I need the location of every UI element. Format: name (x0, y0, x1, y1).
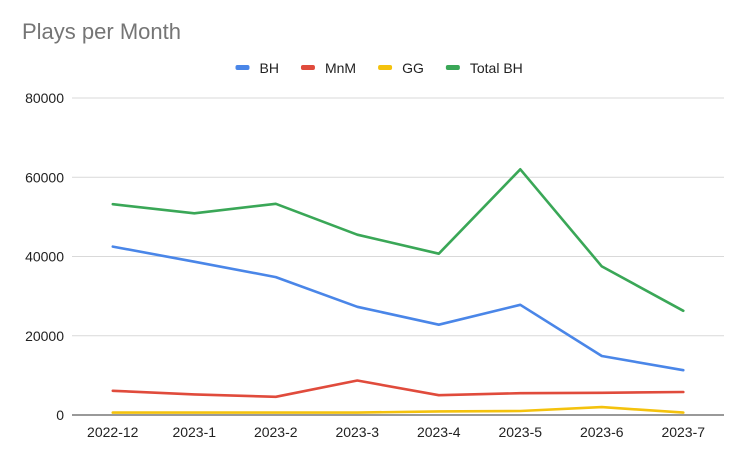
legend-swatch (300, 65, 315, 70)
x-tick-label: 2023-2 (254, 424, 298, 440)
legend-item[interactable]: MnM (300, 60, 356, 76)
y-tick-label: 60000 (25, 169, 64, 185)
y-tick-label: 20000 (25, 328, 64, 344)
legend-swatch (235, 65, 250, 70)
x-tick-label: 2023-5 (498, 424, 542, 440)
series-line-total-bh (111, 168, 685, 313)
legend-label: GG (402, 60, 424, 76)
legend: BH MnM GG Total BH (235, 60, 523, 76)
chart-title: Plays per Month (22, 19, 181, 44)
legend-swatch (378, 65, 393, 70)
legend-item[interactable]: Total BH (445, 60, 523, 76)
legend-label: MnM (325, 60, 356, 76)
y-tick-label: 0 (56, 407, 64, 423)
legend-item[interactable]: BH (235, 60, 279, 76)
x-tick-label: 2023-7 (661, 424, 705, 440)
series-line-gg (111, 405, 685, 414)
x-tick-label: 2023-1 (172, 424, 216, 440)
series-line-bh (111, 245, 685, 372)
x-tick-label: 2023-6 (580, 424, 624, 440)
legend-label: Total BH (470, 60, 523, 76)
y-axis-ticks: 0 20000 40000 60000 80000 (25, 90, 64, 423)
y-tick-label: 80000 (25, 90, 64, 106)
legend-label: BH (260, 60, 279, 76)
legend-item[interactable]: GG (378, 60, 424, 76)
x-tick-label: 2022-12 (87, 424, 139, 440)
series-lines (111, 168, 685, 414)
gridlines (72, 97, 724, 416)
series-line-mnm (111, 379, 685, 399)
x-tick-label: 2023-3 (335, 424, 379, 440)
x-axis-ticks: 2022-12 2023-1 2023-2 2023-3 2023-4 2023-5 202… (87, 424, 705, 440)
y-tick-label: 40000 (25, 249, 64, 265)
legend-swatch (445, 65, 460, 70)
x-tick-label: 2023-4 (417, 424, 461, 440)
